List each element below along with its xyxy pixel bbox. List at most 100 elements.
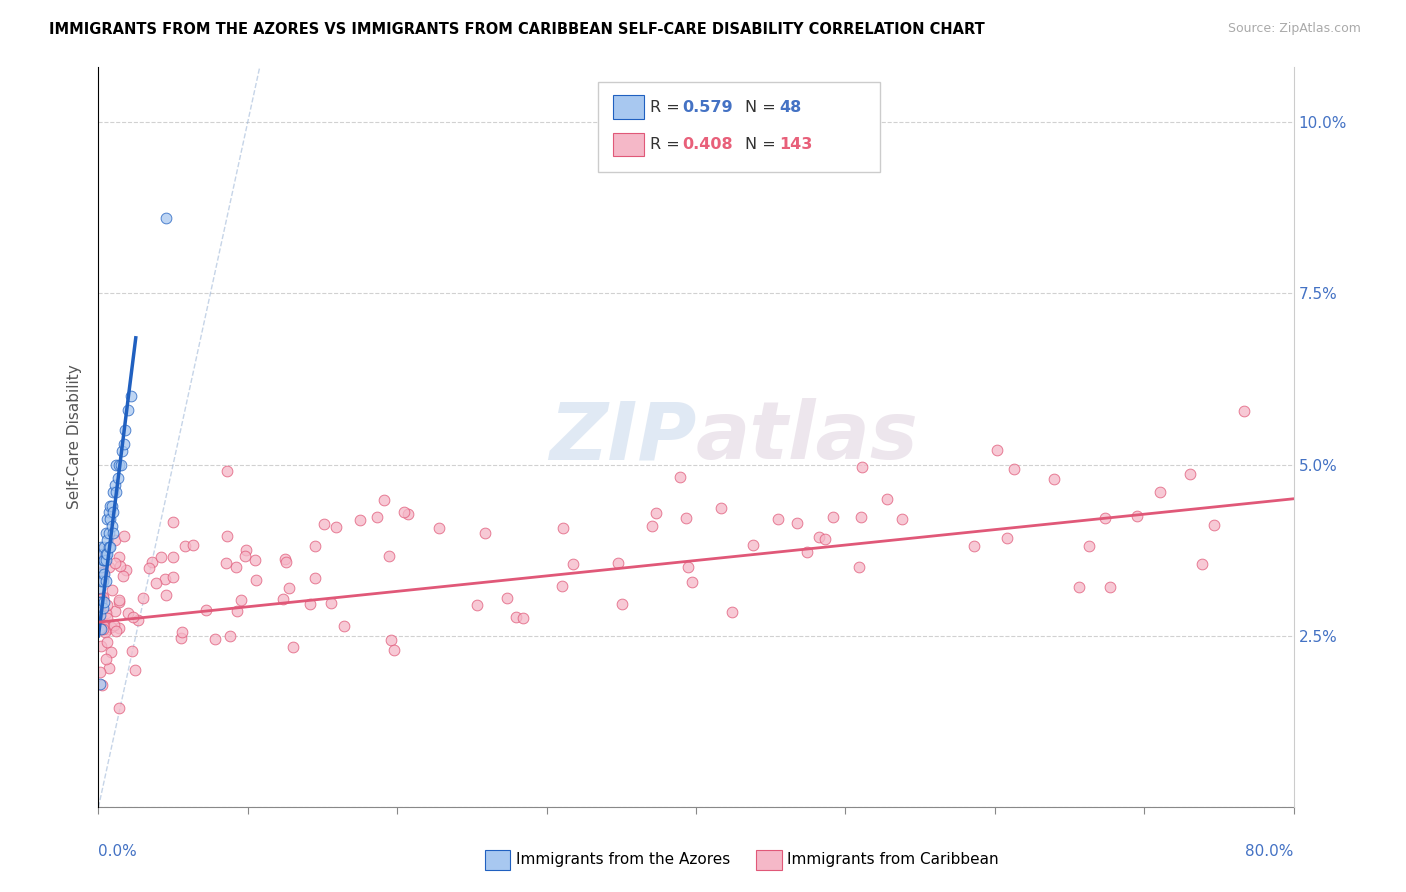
Point xyxy=(373,493,395,508)
Point xyxy=(89,594,111,608)
Point xyxy=(814,533,837,547)
Point xyxy=(644,506,666,520)
Point xyxy=(103,506,125,520)
Text: ZIP: ZIP xyxy=(548,398,696,476)
Point xyxy=(112,528,135,542)
Text: R =: R = xyxy=(650,100,685,114)
Point xyxy=(97,540,120,554)
Point xyxy=(127,614,149,628)
Point xyxy=(141,555,163,569)
Point xyxy=(641,519,664,533)
Point xyxy=(233,549,256,564)
Point xyxy=(204,632,226,647)
Point xyxy=(108,458,131,472)
Point xyxy=(89,677,111,691)
Point xyxy=(848,560,870,574)
Point xyxy=(90,574,112,588)
Point xyxy=(90,550,112,565)
Point xyxy=(766,512,789,526)
Point xyxy=(91,571,114,585)
Point xyxy=(225,560,247,574)
Text: 0.0%: 0.0% xyxy=(98,844,138,859)
Point xyxy=(120,389,142,403)
Text: Source: ZipAtlas.com: Source: ZipAtlas.com xyxy=(1227,22,1361,36)
Point xyxy=(333,619,356,633)
Point xyxy=(138,560,160,574)
Point xyxy=(243,552,266,566)
Point xyxy=(98,512,122,526)
Point xyxy=(162,515,184,529)
Point xyxy=(1233,403,1256,417)
Point xyxy=(90,560,112,574)
Point xyxy=(170,632,193,646)
Point xyxy=(93,567,115,582)
Point xyxy=(807,530,830,544)
Point xyxy=(90,591,112,606)
Point xyxy=(304,539,326,553)
Point xyxy=(226,604,249,618)
Point xyxy=(155,588,177,602)
Point xyxy=(110,458,132,472)
Point xyxy=(93,590,115,604)
Point xyxy=(278,581,301,595)
Point xyxy=(89,665,111,679)
Point xyxy=(89,621,111,635)
Text: atlas: atlas xyxy=(696,398,918,476)
Point xyxy=(851,510,873,524)
Point xyxy=(474,526,496,541)
Point xyxy=(396,507,419,521)
Point xyxy=(876,492,898,507)
Point xyxy=(94,625,117,640)
Point xyxy=(173,539,195,553)
Point xyxy=(215,556,238,570)
Point xyxy=(91,574,114,588)
Point xyxy=(114,423,136,437)
Point xyxy=(172,624,194,639)
Point xyxy=(93,540,115,554)
Point xyxy=(107,595,129,609)
Point xyxy=(98,499,122,513)
Point xyxy=(91,591,114,606)
Point xyxy=(1149,485,1171,500)
Point xyxy=(108,621,131,635)
Point xyxy=(104,478,127,492)
Point xyxy=(97,526,120,541)
Point xyxy=(1099,580,1122,594)
Point xyxy=(104,557,127,571)
Text: N =: N = xyxy=(745,137,782,152)
Point xyxy=(124,663,146,677)
Point xyxy=(1002,462,1025,476)
Point xyxy=(742,538,765,552)
Point xyxy=(183,538,205,552)
Point xyxy=(427,521,450,535)
Point xyxy=(366,510,388,524)
Point xyxy=(378,549,401,563)
Point xyxy=(91,678,114,692)
Point xyxy=(271,591,294,606)
Point xyxy=(101,499,124,513)
Point xyxy=(111,443,134,458)
Point xyxy=(796,544,818,558)
Point xyxy=(145,576,167,591)
Point xyxy=(551,521,574,535)
Point xyxy=(218,630,240,644)
Point xyxy=(495,591,517,606)
Point xyxy=(312,516,335,531)
Point xyxy=(89,542,111,557)
Point xyxy=(194,603,217,617)
Point xyxy=(963,539,986,553)
Point xyxy=(91,547,114,561)
Point xyxy=(121,644,143,658)
Point xyxy=(245,573,267,587)
Point xyxy=(101,583,124,598)
Point xyxy=(380,633,402,648)
Point xyxy=(97,506,120,520)
Point xyxy=(90,540,112,554)
Point xyxy=(89,594,111,608)
Point xyxy=(274,555,297,569)
Text: N =: N = xyxy=(745,100,782,114)
Point xyxy=(986,443,1008,458)
Point xyxy=(349,513,371,527)
Point xyxy=(97,559,120,574)
Point xyxy=(108,549,131,564)
